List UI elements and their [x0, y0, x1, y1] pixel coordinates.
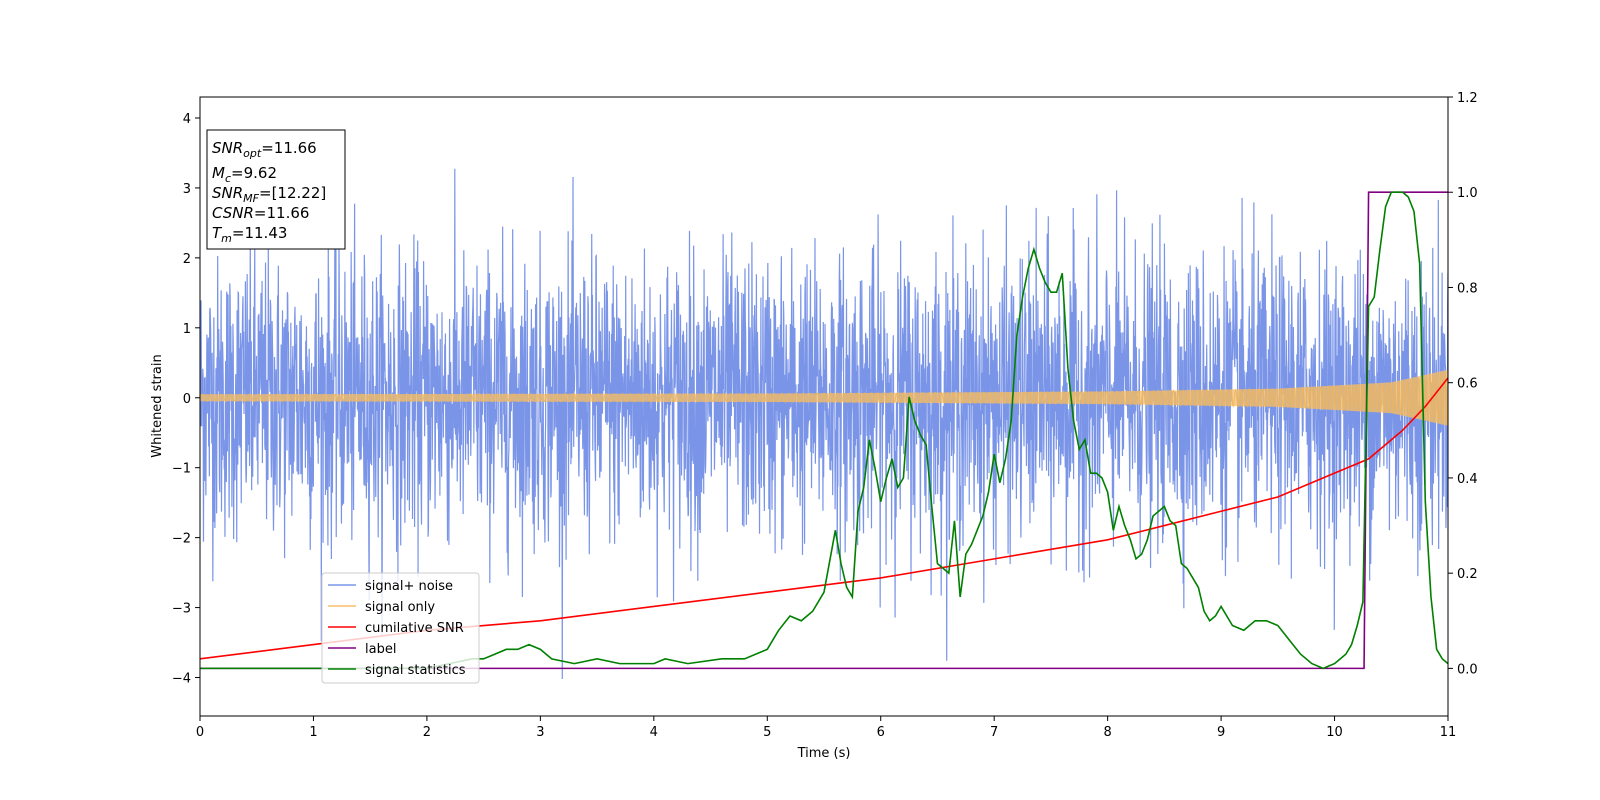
- y-tick-label: −4: [172, 672, 191, 687]
- legend-frame: [321, 572, 480, 684]
- series-signal-only: [200, 369, 1448, 426]
- y-right-tick-label: 0.6: [1457, 377, 1478, 392]
- series-signal-only-wave: [200, 370, 1448, 426]
- y-tick-label: −2: [172, 532, 191, 547]
- x-tick-label: 10: [1326, 725, 1343, 740]
- x-tick-label: 1: [309, 725, 317, 740]
- info-box-frame: [206, 129, 346, 250]
- legend: signal+ noise signal only cumilative SNR…: [321, 572, 480, 684]
- x-tick-label: 3: [536, 725, 544, 740]
- info-snr-mf: SNRMF=[12.22]: [212, 184, 326, 205]
- x-axis: 0 1 2 3 4 5 6 7 8 9 10 11: [196, 716, 1456, 740]
- y-tick-label: 2: [183, 252, 191, 267]
- legend-label-signal-only: signal only: [365, 600, 435, 615]
- y-right-tick-label: 0.0: [1457, 662, 1478, 677]
- y-axis-right: 0.0 0.2 0.4 0.6 0.8 1.0 1.2: [1448, 91, 1478, 677]
- x-tick-label: 4: [650, 725, 658, 740]
- x-tick-label: 9: [1217, 725, 1225, 740]
- y-tick-label: 0: [183, 392, 191, 407]
- x-tick-label: 2: [423, 725, 431, 740]
- info-box: SNRopt=11.66 Mc=9.62 SNRMF=[12.22] CSNR=…: [206, 129, 346, 250]
- x-tick-label: 11: [1440, 725, 1457, 740]
- y-tick-label: 4: [183, 112, 191, 127]
- x-tick-label: 6: [877, 725, 885, 740]
- signal-plus-noise-line: [200, 168, 1448, 680]
- plot-area: [200, 168, 1448, 680]
- y-right-tick-label: 0.4: [1457, 472, 1478, 487]
- y-axis-label: Whitened strain: [150, 354, 165, 457]
- y-tick-label: −3: [172, 602, 191, 617]
- x-axis-label: Time (s): [797, 746, 851, 761]
- y-right-tick-label: 1.2: [1457, 91, 1478, 106]
- x-tick-label: 8: [1103, 725, 1111, 740]
- info-tm: Tm=11.43: [212, 224, 287, 245]
- series-signal-statistics: [200, 191, 1448, 670]
- y-tick-label: 1: [183, 322, 191, 337]
- legend-label-signal-plus-noise: signal+ noise: [365, 579, 453, 594]
- legend-label-label: label: [365, 642, 396, 657]
- info-mc: Mc=9.62: [212, 164, 277, 185]
- x-tick-label: 0: [196, 725, 204, 740]
- series-cumulative-snr: [200, 377, 1448, 660]
- info-snr-opt: SNRopt=11.66: [212, 139, 317, 160]
- info-csnr: CSNR=11.66: [212, 204, 309, 222]
- y-tick-label: 3: [183, 182, 191, 197]
- x-tick-label: 7: [990, 725, 998, 740]
- y-right-tick-label: 1.0: [1457, 186, 1478, 201]
- y-right-tick-label: 0.8: [1457, 281, 1478, 296]
- legend-label-signal-statistics: signal statistics: [365, 663, 466, 678]
- y-right-tick-label: 0.2: [1457, 567, 1478, 582]
- axes-frame: [199, 96, 1449, 717]
- y-axis-left: −4 −3 −2 −1 0 1 2 3 4: [172, 112, 200, 687]
- x-tick-label: 5: [763, 725, 771, 740]
- y-tick-label: −1: [172, 462, 191, 477]
- legend-label-cumulative-snr: cumilative SNR: [365, 621, 464, 636]
- series-signal-plus-noise: [200, 168, 1448, 680]
